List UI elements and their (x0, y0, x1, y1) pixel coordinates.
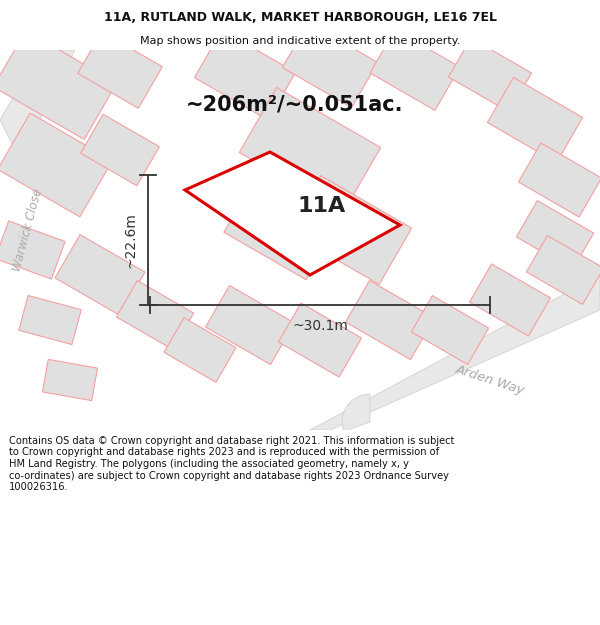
Polygon shape (0, 31, 117, 139)
Polygon shape (310, 275, 600, 430)
Polygon shape (116, 281, 194, 349)
Text: ~30.1m: ~30.1m (292, 319, 348, 333)
Polygon shape (288, 176, 412, 284)
Polygon shape (470, 264, 550, 336)
Polygon shape (518, 143, 600, 217)
Text: Arden Way: Arden Way (454, 362, 526, 398)
Polygon shape (77, 32, 163, 108)
Text: 11A: 11A (297, 196, 346, 216)
Polygon shape (412, 296, 488, 364)
Polygon shape (370, 29, 460, 111)
Polygon shape (185, 152, 400, 275)
Polygon shape (239, 88, 381, 212)
Text: Warwick Close: Warwick Close (11, 188, 45, 272)
Text: Contains OS data © Crown copyright and database right 2021. This information is : Contains OS data © Crown copyright and d… (9, 436, 454, 492)
Polygon shape (0, 50, 75, 160)
Polygon shape (346, 281, 434, 359)
Polygon shape (164, 318, 236, 382)
Polygon shape (283, 22, 377, 107)
Polygon shape (487, 78, 583, 162)
Polygon shape (526, 236, 600, 304)
Polygon shape (206, 286, 295, 364)
Polygon shape (278, 303, 362, 377)
Wedge shape (342, 394, 370, 432)
Text: ~206m²/~0.051ac.: ~206m²/~0.051ac. (186, 95, 404, 115)
Polygon shape (19, 296, 81, 344)
Polygon shape (448, 38, 532, 112)
Polygon shape (0, 113, 112, 217)
Text: Map shows position and indicative extent of the property.: Map shows position and indicative extent… (140, 36, 460, 46)
Polygon shape (0, 221, 65, 279)
Polygon shape (55, 234, 145, 316)
Polygon shape (517, 201, 593, 269)
Polygon shape (43, 359, 97, 401)
Polygon shape (80, 114, 160, 186)
Text: ~22.6m: ~22.6m (124, 212, 138, 268)
Polygon shape (224, 180, 336, 280)
Text: 11A, RUTLAND WALK, MARKET HARBOROUGH, LE16 7EL: 11A, RUTLAND WALK, MARKET HARBOROUGH, LE… (104, 11, 497, 24)
Polygon shape (194, 30, 296, 120)
